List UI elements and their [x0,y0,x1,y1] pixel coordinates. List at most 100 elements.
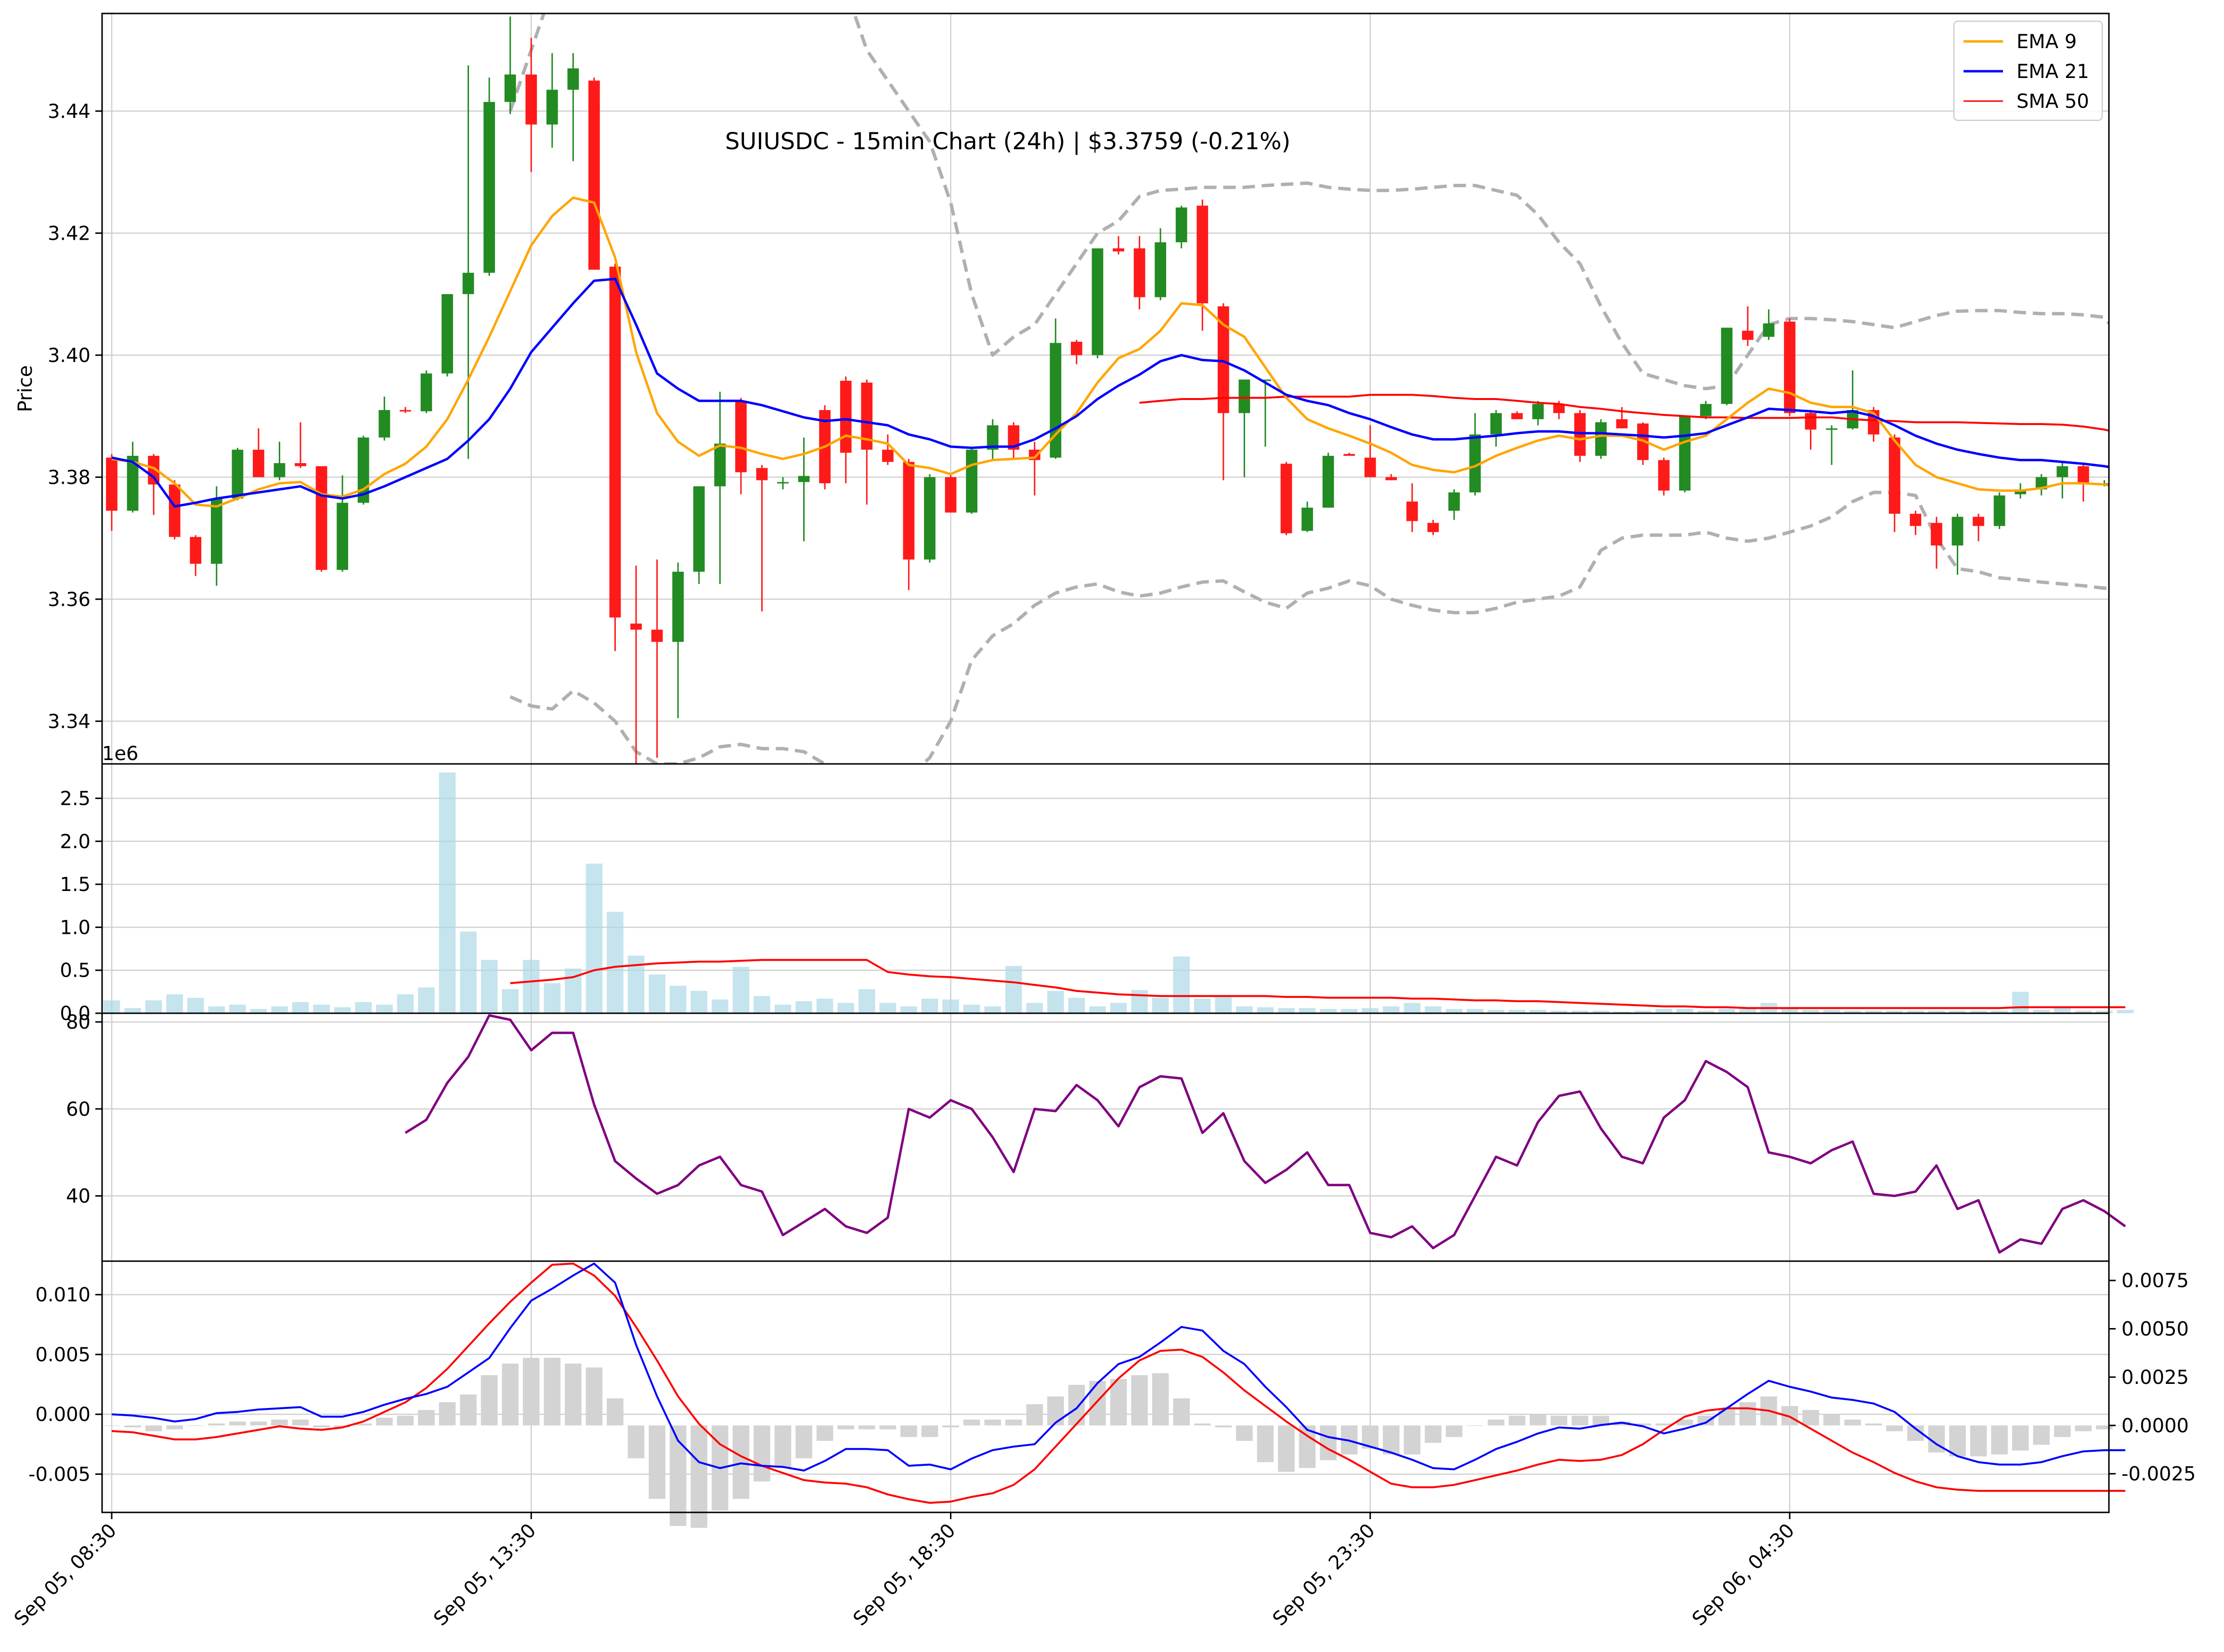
volume-bar [1781,1009,1798,1013]
volume-bar [649,974,665,1013]
macd-hist-bar [984,1420,1001,1426]
candle-down [1931,523,1942,546]
volume-bar [1634,1010,1652,1013]
candle-up [714,443,726,487]
volume-bar [1362,1008,1379,1013]
volume-bar [1613,1011,1630,1013]
candle-down [315,466,327,570]
y-tick-label-right: 0.0050 [2121,1318,2189,1341]
volume-bar [1907,1010,1924,1013]
y-tick-label: 3.38 [48,466,91,489]
candle-down [1343,454,1355,456]
candle-up [777,482,789,484]
legend: EMA 9 EMA 21 SMA 50 [1953,20,2103,121]
y-tick-label: -0.005 [28,1463,91,1485]
y-tick-label-right: 0.0000 [2121,1415,2189,1437]
macd-hist-bar [229,1421,246,1426]
candle-up [2056,466,2068,478]
volume-bar [313,1005,330,1013]
volume-bar [1802,1009,1819,1013]
candle-down [1070,341,1082,355]
legend-label-ema21: EMA 21 [2016,61,2089,83]
legend-box [1953,20,2103,121]
candle-down [1364,457,1376,478]
macd-hist-bar [1634,1423,1652,1426]
candle-up [1469,434,1481,492]
volume-bar [1404,1003,1421,1013]
volume-bar [1844,1010,1861,1013]
candle-down [148,455,160,485]
macd-hist-bar [1529,1414,1547,1426]
volume-offset-label: 1e6 [102,743,139,765]
sma50-line [1139,394,2109,432]
candle-down [399,410,411,412]
volume-bar [334,1007,351,1013]
candle-down [253,450,264,478]
macd-hist-bar [502,1363,519,1426]
macd-hist-bar [1550,1416,1568,1426]
macd-hist-bar [1802,1410,1819,1426]
y-tick-label-right: 0.0025 [2121,1367,2189,1389]
candle-up [1175,207,1187,243]
volume-bar [984,1006,1001,1013]
volume-bar [900,1006,917,1013]
macd-hist-bar [1110,1379,1127,1426]
macd-hist-bar [1865,1423,1882,1426]
macd-hist-bar [481,1375,498,1426]
candle-down [1784,322,1795,413]
macd-hist-bar [1572,1416,1588,1426]
candle-down [295,463,306,466]
macd-hist-bar [1425,1425,1442,1443]
candle-down [1553,404,1565,413]
macd-hist-bar [187,1425,204,1426]
candle-up [546,90,558,125]
volume-bar [942,999,959,1013]
volume-bar [1886,1010,1903,1013]
volume-bar [1487,1009,1505,1013]
volume-bar [1383,1006,1400,1013]
volume-bar [1152,997,1169,1013]
macd-hist-bar [2012,1425,2029,1451]
legend-label-ema9: EMA 9 [2016,31,2077,53]
macd-hist-bar [816,1425,833,1441]
volume-bar [187,997,204,1013]
candle-up [1532,404,1544,419]
volume-bar [2012,992,2029,1013]
candlesticks [106,16,2109,764]
volume-bar [774,1005,792,1013]
candle-down [1742,331,1754,340]
candle-up [924,477,936,560]
volume-bar [1697,1010,1715,1013]
candle-up [1322,455,1334,508]
macd-hist-bar [1173,1398,1190,1426]
macd-y-ticks-right: -0.0025 0.0000 0.0025 0.0050 0.0075 [2109,1270,2196,1485]
macd-hist-bar [879,1425,897,1430]
candle-down [1427,523,1439,532]
candle-up [420,373,432,412]
volume-bar [1928,1010,1945,1013]
macd-hist-bar [313,1425,330,1428]
ema21-line [111,277,2109,508]
y-tick-label: 3.40 [48,345,91,367]
macd-hist-bar [166,1425,183,1430]
volume-bar [1572,1010,1588,1013]
macd-hist-bar [1655,1423,1672,1426]
macd-hist-bar [522,1357,540,1426]
candle-up [442,294,453,374]
candle-down [882,450,894,462]
macd-hist-bar [942,1425,959,1428]
candle-down [1910,514,1922,526]
rsi-panel: 40 60 80 [66,1011,2126,1262]
candle-down [945,477,957,513]
macd-hist-bar [1068,1384,1085,1426]
volume-bar [754,996,770,1013]
candle-down [1805,413,1817,430]
volume-bar [1215,997,1232,1013]
y-tick-label: 0.010 [35,1284,91,1306]
volume-bars [103,772,2134,1013]
macd-hist-bar [1152,1373,1169,1426]
volume-bar [145,1000,162,1013]
y-tick-label: 2.0 [60,831,91,853]
macd-hist-bar [795,1425,812,1458]
